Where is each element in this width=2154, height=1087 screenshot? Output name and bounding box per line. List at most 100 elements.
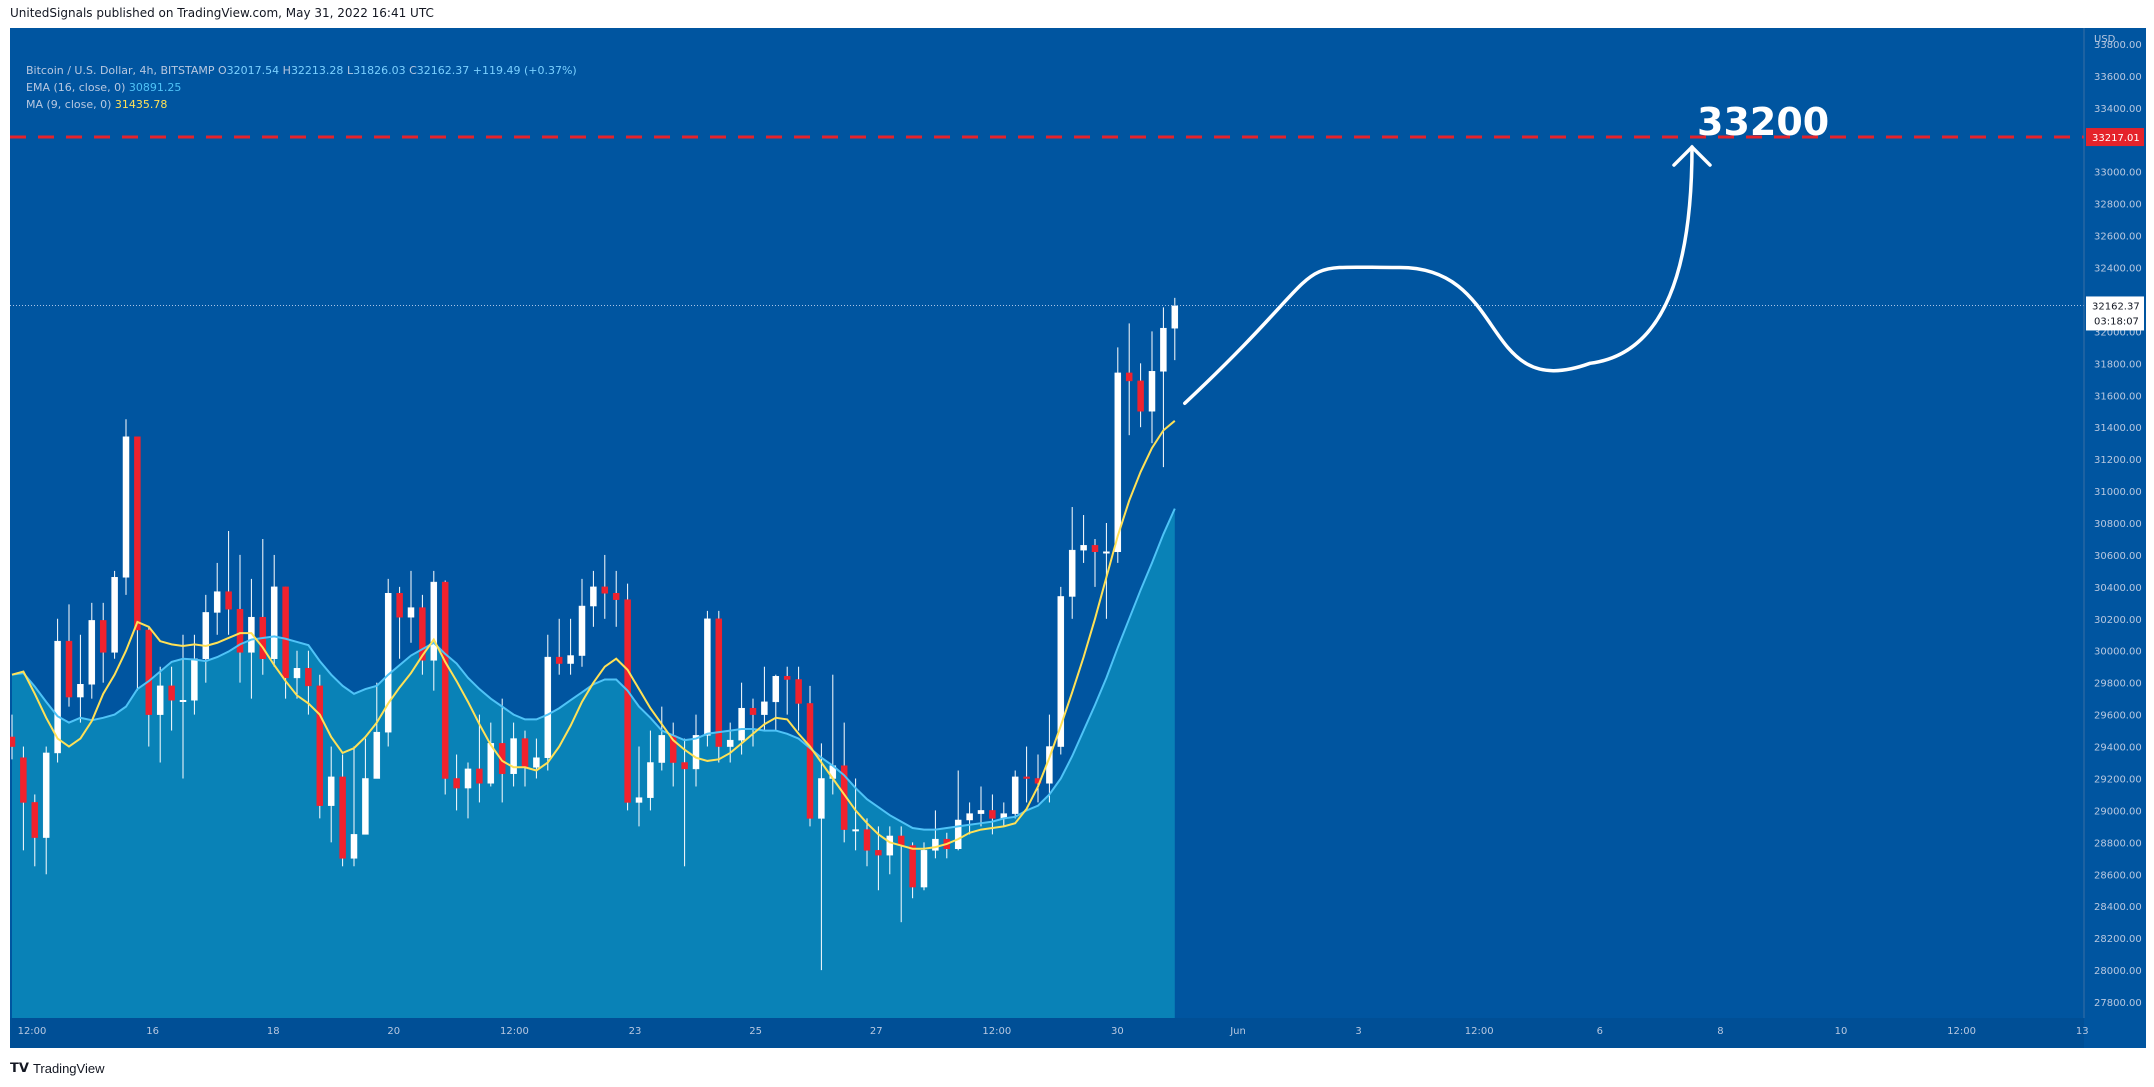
candle[interactable] bbox=[761, 666, 768, 731]
candle[interactable] bbox=[88, 602, 96, 699]
candle[interactable] bbox=[202, 594, 210, 683]
candle[interactable] bbox=[498, 698, 506, 803]
candle[interactable] bbox=[863, 818, 871, 867]
legend-ema-label[interactable]: EMA (16, close, 0) bbox=[26, 81, 126, 94]
candle[interactable] bbox=[65, 604, 73, 707]
candle[interactable] bbox=[327, 746, 335, 843]
candle[interactable] bbox=[1148, 331, 1156, 444]
candle[interactable] bbox=[555, 618, 563, 675]
price-chart[interactable]: 33200 USD33800.0033600.0033400.0033200.0… bbox=[10, 28, 2146, 1048]
candle[interactable] bbox=[715, 610, 723, 763]
candle[interactable] bbox=[441, 580, 449, 795]
candle[interactable] bbox=[909, 842, 916, 899]
candle[interactable] bbox=[1125, 323, 1133, 436]
candle[interactable] bbox=[134, 436, 141, 691]
candle[interactable] bbox=[419, 594, 426, 675]
candle[interactable] bbox=[339, 754, 346, 867]
candle[interactable] bbox=[806, 685, 814, 827]
candle[interactable] bbox=[578, 578, 586, 667]
price-axis-bg[interactable] bbox=[2084, 28, 2146, 1048]
candle[interactable] bbox=[316, 674, 324, 819]
chart-pane[interactable]: 33200 USD33800.0033600.0033400.0033200.0… bbox=[10, 28, 2146, 1048]
candle[interactable] bbox=[225, 530, 232, 635]
candle[interactable] bbox=[396, 586, 403, 659]
candle[interactable] bbox=[1103, 523, 1110, 619]
footer-brand[interactable]: TradingView bbox=[32, 1060, 105, 1076]
candle[interactable] bbox=[852, 778, 859, 851]
candle[interactable] bbox=[590, 570, 597, 627]
candle[interactable] bbox=[10, 714, 16, 760]
candle[interactable] bbox=[122, 419, 130, 595]
candle[interactable] bbox=[635, 746, 643, 827]
candle[interactable] bbox=[544, 634, 552, 771]
candle[interactable] bbox=[293, 650, 301, 699]
candle[interactable] bbox=[704, 610, 711, 747]
candle[interactable] bbox=[350, 746, 358, 867]
candle[interactable] bbox=[726, 722, 734, 763]
candle[interactable] bbox=[920, 842, 928, 891]
candle[interactable] bbox=[453, 754, 460, 811]
candle[interactable] bbox=[533, 738, 540, 779]
candle[interactable] bbox=[99, 602, 107, 683]
candle[interactable] bbox=[966, 802, 973, 835]
candle[interactable] bbox=[818, 743, 825, 971]
candle[interactable] bbox=[772, 674, 780, 731]
candle[interactable] bbox=[1091, 538, 1099, 587]
candle[interactable] bbox=[430, 570, 438, 691]
candle[interactable] bbox=[1023, 746, 1030, 803]
candle[interactable] bbox=[42, 746, 50, 875]
candle[interactable] bbox=[749, 698, 757, 747]
candle[interactable] bbox=[259, 538, 267, 675]
candle[interactable] bbox=[567, 618, 574, 675]
candle[interactable] bbox=[236, 554, 244, 683]
candle[interactable] bbox=[1068, 507, 1076, 619]
candle-body bbox=[715, 618, 723, 747]
candle[interactable] bbox=[783, 666, 791, 715]
candle[interactable] bbox=[168, 666, 175, 731]
legend-ema-value: 30891.25 bbox=[128, 81, 182, 94]
candle[interactable] bbox=[407, 570, 415, 643]
legend-ema-line: EMA (16, close, 0) 30891.25 bbox=[26, 79, 577, 96]
candle[interactable] bbox=[464, 762, 472, 819]
candle[interactable] bbox=[145, 626, 153, 747]
candle[interactable] bbox=[31, 794, 39, 867]
candle[interactable] bbox=[1137, 363, 1144, 428]
candle-body bbox=[590, 586, 597, 607]
legend-ma-label[interactable]: MA (9, close, 0) bbox=[26, 98, 112, 111]
candle[interactable] bbox=[373, 682, 381, 779]
candle[interactable] bbox=[270, 554, 278, 667]
forecast-curve[interactable] bbox=[1183, 145, 1694, 405]
candle[interactable] bbox=[77, 634, 84, 723]
candle[interactable] bbox=[977, 786, 985, 827]
candle[interactable] bbox=[111, 570, 118, 659]
candle[interactable] bbox=[840, 722, 848, 843]
candle[interactable] bbox=[612, 570, 620, 627]
candle[interactable] bbox=[156, 666, 164, 763]
legend-symbol[interactable]: Bitcoin / U.S. Dollar, 4h, BITSTAMP bbox=[26, 64, 215, 77]
candle[interactable] bbox=[932, 810, 939, 859]
candle[interactable] bbox=[658, 706, 666, 771]
candle[interactable] bbox=[213, 562, 221, 635]
tradingview-logo-icon[interactable]: 𝗧𝗩 bbox=[10, 1060, 29, 1075]
candle-body bbox=[31, 802, 39, 838]
candle[interactable] bbox=[875, 826, 882, 891]
candle[interactable] bbox=[476, 714, 483, 803]
candle[interactable] bbox=[1171, 297, 1179, 361]
candle[interactable] bbox=[1160, 307, 1167, 468]
candle[interactable] bbox=[510, 722, 517, 787]
candle[interactable] bbox=[1011, 770, 1019, 819]
candle[interactable] bbox=[1080, 515, 1087, 563]
candle[interactable] bbox=[954, 770, 962, 851]
candle[interactable] bbox=[624, 583, 631, 811]
candle[interactable] bbox=[20, 746, 27, 851]
candle[interactable] bbox=[384, 578, 392, 747]
candle[interactable] bbox=[795, 666, 802, 731]
candle[interactable] bbox=[886, 826, 894, 875]
candle[interactable] bbox=[647, 730, 654, 811]
candle[interactable] bbox=[362, 738, 369, 835]
time-axis-bg[interactable] bbox=[10, 1018, 2084, 1048]
candle[interactable] bbox=[692, 714, 700, 787]
candle[interactable] bbox=[1114, 347, 1122, 563]
candle[interactable] bbox=[681, 738, 688, 867]
candle[interactable] bbox=[601, 554, 609, 619]
